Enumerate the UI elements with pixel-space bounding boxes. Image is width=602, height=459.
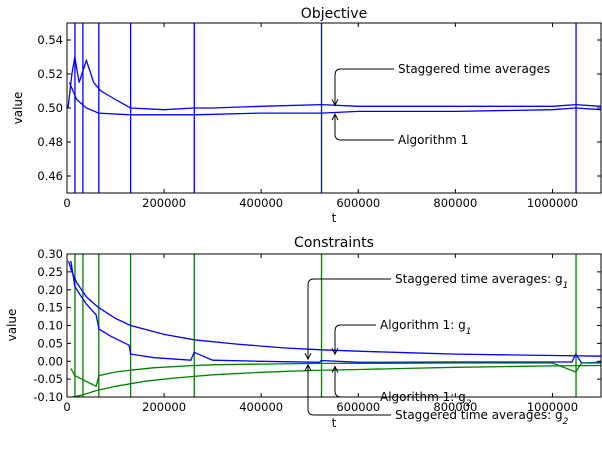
x-tick-label: 800000 bbox=[433, 400, 477, 414]
objective-annotations: Staggered time averages Algorithm 1 bbox=[331, 62, 550, 147]
series-line-1 bbox=[67, 260, 601, 357]
y-tick-label: 0.00 bbox=[37, 354, 63, 368]
objective-ticks: 0 200000 400000 600000 800000 1000000 0.46 0.48… bbox=[37, 23, 601, 210]
annotation-label: Staggered time averages: g1 bbox=[395, 272, 568, 291]
constraints-axes-frame bbox=[66, 253, 602, 398]
x-tick-label: 0 bbox=[63, 400, 70, 414]
annotation-arrowhead bbox=[304, 363, 312, 371]
annotation-connector bbox=[334, 324, 376, 354]
annotation-label: Staggered time averages bbox=[398, 62, 550, 76]
y-tick-label: 0.30 bbox=[37, 247, 63, 261]
constraints-xlabel: t bbox=[332, 416, 337, 430]
x-tick-label: 800000 bbox=[433, 196, 477, 210]
y-tick-label: 0.20 bbox=[37, 283, 63, 297]
constraints-ylabel: value bbox=[5, 309, 19, 342]
objective-panel: Objective 0 200000 400000 600000 800000 10000… bbox=[11, 6, 602, 225]
x-tick-label: 400000 bbox=[239, 400, 283, 414]
x-tick-label: 400000 bbox=[239, 196, 283, 210]
y-tick-label: 0.15 bbox=[37, 301, 63, 315]
y-tick-label: -0.10 bbox=[33, 390, 63, 404]
annotation: Algorithm 1 bbox=[331, 112, 468, 147]
x-tick-label: 600000 bbox=[336, 400, 380, 414]
objective-xlabel: t bbox=[332, 211, 337, 225]
annotation: Algorithm 1: g1 bbox=[331, 318, 471, 356]
annotation: Staggered time averages bbox=[331, 62, 550, 107]
annotation-label: Staggered time averages: g2 bbox=[395, 408, 569, 427]
annotation-label: Algorithm 1: g1 bbox=[380, 318, 471, 337]
x-tick-label: 1000000 bbox=[527, 400, 578, 414]
x-tick-label: 600000 bbox=[336, 196, 380, 210]
series-line-4 bbox=[70, 362, 601, 388]
series-line-1 bbox=[67, 56, 601, 111]
annotation-arrowhead bbox=[331, 347, 339, 356]
series-line-3 bbox=[71, 364, 601, 397]
constraints-series bbox=[67, 254, 601, 397]
y-tick-label: 0.54 bbox=[37, 33, 63, 47]
constraints-ticks: 0 200000 400000 600000 800000 1000000 -0.10 -0.… bbox=[33, 247, 601, 414]
x-tick-label: 1000000 bbox=[527, 196, 578, 210]
annotation-arrowhead bbox=[304, 352, 312, 361]
objective-title: Objective bbox=[301, 6, 367, 22]
objective-ylabel: value bbox=[11, 92, 25, 125]
y-tick-label: 0.05 bbox=[37, 336, 63, 350]
annotation-connector bbox=[334, 68, 394, 105]
annotation-connector bbox=[334, 115, 394, 141]
annotation-arrowhead bbox=[331, 365, 339, 373]
annotation-arrowhead bbox=[331, 112, 339, 121]
y-tick-label: 0.25 bbox=[37, 265, 63, 279]
y-tick-label: 0.48 bbox=[37, 135, 63, 149]
annotation-connector bbox=[307, 278, 391, 359]
annotation: Staggered time averages: g1 bbox=[304, 272, 568, 361]
x-tick-label: 200000 bbox=[142, 196, 186, 210]
objective-axes-frame bbox=[66, 22, 602, 194]
y-tick-label: -0.05 bbox=[33, 372, 63, 386]
y-tick-label: 0.46 bbox=[37, 169, 63, 183]
x-tick-label: 0 bbox=[63, 196, 70, 210]
x-tick-label: 200000 bbox=[142, 400, 186, 414]
objective-series bbox=[67, 23, 601, 193]
constraints-panel: Constraints 0 200000 400000 600000 800000 100… bbox=[5, 235, 602, 430]
y-tick-label: 0.50 bbox=[37, 101, 63, 115]
series-line-2 bbox=[68, 82, 601, 116]
series-line-2 bbox=[70, 261, 601, 364]
y-tick-label: 0.52 bbox=[37, 67, 63, 81]
annotation-connector bbox=[307, 365, 391, 416]
annotation-arrowhead bbox=[331, 99, 339, 107]
annotation-label: Algorithm 1 bbox=[398, 133, 468, 147]
constraints-title: Constraints bbox=[294, 235, 374, 251]
y-tick-label: 0.10 bbox=[37, 319, 63, 333]
annotation-connector bbox=[334, 367, 376, 398]
